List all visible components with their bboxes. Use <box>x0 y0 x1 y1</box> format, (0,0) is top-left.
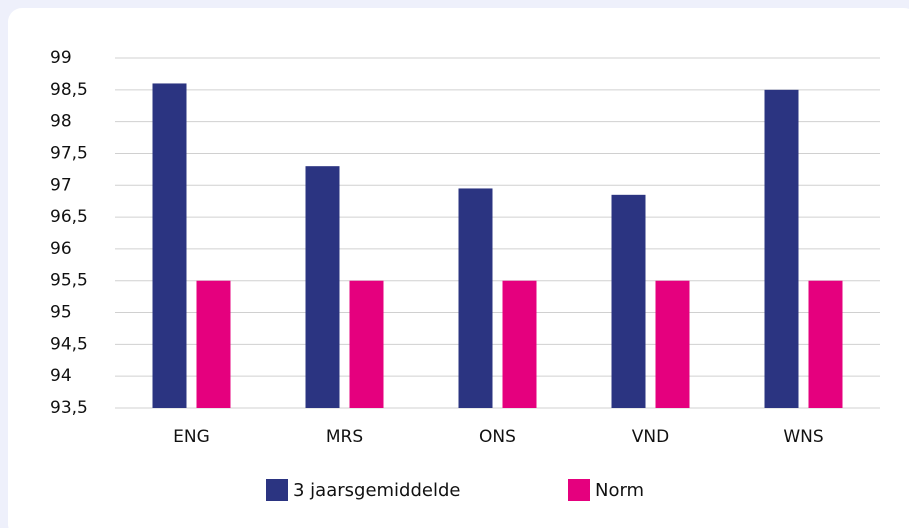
y-tick-label: 98,5 <box>50 80 88 100</box>
bar <box>655 280 690 408</box>
x-tick-label: MRS <box>326 427 363 447</box>
legend-label: Norm <box>595 480 644 501</box>
y-tick-label: 94 <box>50 366 72 386</box>
bar <box>764 89 799 409</box>
bar <box>611 194 646 408</box>
y-tick-label: 96,5 <box>50 207 88 227</box>
x-tick-label: WNS <box>783 427 823 447</box>
bar <box>305 166 340 408</box>
y-tick-label: 96 <box>50 239 72 259</box>
y-tick-label: 95 <box>50 303 72 323</box>
bar <box>349 280 384 408</box>
legend-label: 3 jaarsgemiddelde <box>293 480 460 501</box>
x-tick-label: VND <box>632 427 669 447</box>
y-tick-label: 97 <box>50 175 72 195</box>
y-tick-label: 99 <box>50 48 72 68</box>
y-tick-label: 95,5 <box>50 271 88 291</box>
legend-swatch <box>568 479 590 501</box>
x-tick-label: ENG <box>173 427 210 447</box>
bar <box>196 280 231 408</box>
y-tick-label: 93,5 <box>50 398 88 418</box>
x-tick-label: ONS <box>479 427 516 447</box>
y-tick-label: 97,5 <box>50 143 88 163</box>
legend-swatch <box>266 479 288 501</box>
y-tick-label: 98 <box>50 112 72 132</box>
bar <box>152 83 187 409</box>
bar <box>458 188 493 408</box>
y-tick-label: 94,5 <box>50 334 88 354</box>
bar <box>808 280 843 408</box>
bar <box>502 280 537 408</box>
